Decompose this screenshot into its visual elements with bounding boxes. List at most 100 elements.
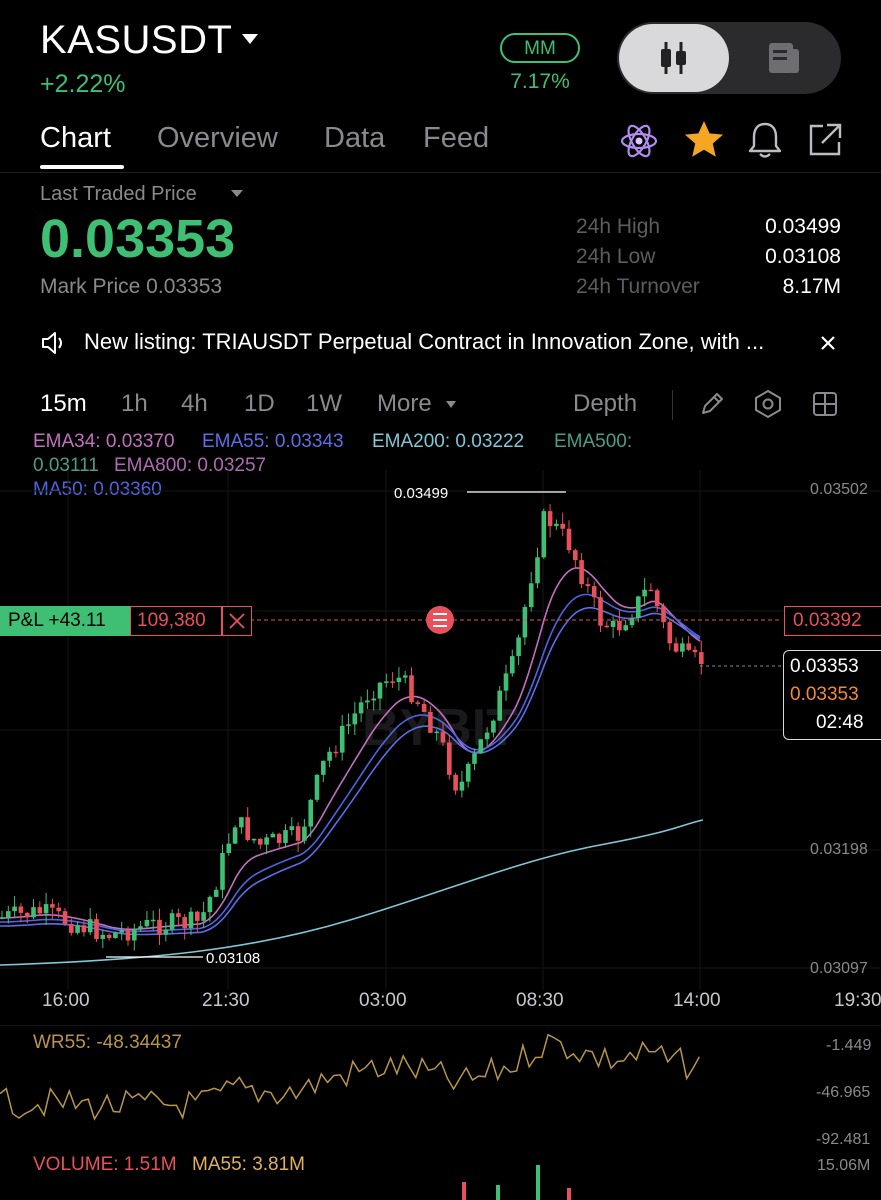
interval-4h[interactable]: 4h bbox=[181, 390, 208, 417]
alert-bell-icon[interactable] bbox=[745, 119, 785, 161]
share-icon[interactable] bbox=[805, 120, 845, 160]
candle-body bbox=[510, 656, 515, 674]
more-caret-icon bbox=[446, 401, 456, 408]
candle-body bbox=[207, 896, 213, 913]
layout-grid-icon[interactable] bbox=[811, 390, 839, 418]
interval-1d[interactable]: 1D bbox=[244, 390, 275, 417]
candle-body bbox=[333, 751, 339, 754]
wr-tick-1: -1.449 bbox=[826, 1037, 872, 1054]
candle-body bbox=[62, 911, 68, 924]
stat-low-label: 24h Low bbox=[576, 245, 656, 268]
volume-bar bbox=[496, 1185, 500, 1200]
candle-body bbox=[591, 586, 597, 598]
tab-data[interactable]: Data bbox=[324, 122, 386, 154]
candle-body bbox=[276, 833, 282, 843]
candle-body bbox=[18, 906, 24, 913]
candle-body bbox=[31, 907, 36, 918]
candle-body bbox=[321, 760, 326, 775]
candle-body bbox=[113, 932, 118, 939]
candle-body bbox=[69, 923, 74, 933]
candle-body bbox=[365, 700, 370, 703]
candle-body bbox=[226, 843, 232, 854]
candle-body bbox=[598, 597, 603, 626]
volume-ma-legend: MA55: 3.81M bbox=[192, 1154, 305, 1175]
candle-body bbox=[24, 912, 30, 918]
main-tabs: Chart Overview Data Feed bbox=[0, 122, 600, 162]
price-tick-2: 0.03198 bbox=[810, 841, 868, 858]
candle-body bbox=[346, 724, 351, 726]
candle-body bbox=[144, 919, 150, 927]
close-position-icon[interactable] bbox=[222, 606, 252, 636]
announcement-text[interactable]: New listing: TRIAUSDT Perpetual Contract… bbox=[84, 329, 765, 354]
candle-body bbox=[258, 838, 263, 845]
candle-body bbox=[264, 837, 269, 845]
candle-body bbox=[295, 826, 301, 841]
volume-bar bbox=[567, 1188, 571, 1200]
candle-body bbox=[384, 681, 389, 683]
candle-body bbox=[699, 652, 704, 665]
mm-badge[interactable]: MM bbox=[500, 33, 580, 63]
candle-body bbox=[409, 675, 414, 703]
settings-hex-icon[interactable] bbox=[753, 389, 783, 419]
favorite-star-icon[interactable] bbox=[682, 118, 726, 162]
interval-more[interactable]: More bbox=[377, 390, 432, 417]
candle-body bbox=[119, 930, 124, 933]
symbol-dropdown-icon[interactable] bbox=[242, 34, 258, 44]
candle-body bbox=[358, 702, 364, 714]
candle-body bbox=[251, 838, 257, 841]
time-tick-1: 16:00 bbox=[42, 990, 90, 1011]
price-type-dropdown-icon[interactable] bbox=[231, 190, 243, 197]
candle-body bbox=[37, 907, 43, 914]
candlestick-view-button[interactable] bbox=[619, 24, 729, 92]
volume-chart bbox=[462, 1165, 571, 1200]
tab-overview[interactable]: Overview bbox=[157, 122, 278, 154]
candle-body bbox=[94, 919, 99, 939]
candle-body bbox=[43, 904, 49, 914]
price-chart[interactable]: BYBIT 0.03499 0.03108 bbox=[0, 470, 881, 1030]
close-icon[interactable] bbox=[818, 333, 838, 353]
candlestick-icon bbox=[661, 42, 686, 74]
panel-divider bbox=[0, 1025, 881, 1026]
candle-body bbox=[390, 681, 395, 683]
candle-body bbox=[132, 928, 137, 941]
candle-body bbox=[87, 919, 93, 933]
candle-body bbox=[371, 698, 376, 701]
candle-body bbox=[503, 673, 509, 691]
position-qty-tag[interactable]: 109,380 bbox=[130, 606, 222, 636]
candle-body bbox=[434, 731, 439, 734]
depth-button[interactable]: Depth bbox=[573, 390, 638, 417]
candle-body bbox=[182, 917, 187, 929]
candle-body bbox=[541, 511, 547, 558]
draw-pencil-icon[interactable] bbox=[698, 390, 726, 418]
candle-body bbox=[100, 934, 106, 939]
candle-body bbox=[75, 925, 80, 933]
legend-ema55: EMA55: 0.03343 bbox=[202, 431, 344, 452]
candle-body bbox=[617, 620, 622, 631]
interval-15m[interactable]: 15m bbox=[40, 390, 87, 417]
tab-feed[interactable]: Feed bbox=[423, 122, 490, 154]
header-divider bbox=[0, 172, 881, 173]
candle-body bbox=[692, 649, 698, 653]
legend-ma50: MA50: 0.03360 bbox=[33, 479, 162, 500]
candle-body bbox=[636, 596, 641, 619]
tab-chart[interactable]: Chart bbox=[40, 122, 111, 154]
time-tick-2: 21:30 bbox=[202, 990, 250, 1011]
candle-body bbox=[478, 739, 484, 754]
interval-1h[interactable]: 1h bbox=[121, 390, 148, 417]
candle-body bbox=[642, 589, 647, 597]
interval-1w[interactable]: 1W bbox=[306, 390, 342, 417]
time-tick-5: 14:00 bbox=[673, 990, 721, 1011]
candle-body bbox=[302, 826, 307, 841]
info-view-button[interactable] bbox=[729, 24, 839, 92]
symbol-title[interactable]: KASUSDT bbox=[40, 18, 233, 62]
last-traded-price-label[interactable]: Last Traded Price bbox=[40, 183, 197, 205]
high-marker-label: 0.03499 bbox=[394, 485, 448, 502]
document-icon bbox=[769, 43, 799, 73]
price-change-percent: +2.22% bbox=[40, 70, 126, 98]
candle-body bbox=[415, 702, 421, 704]
legend-ema500: EMA500: bbox=[554, 431, 633, 452]
candle-body bbox=[497, 690, 502, 721]
pnl-tag[interactable]: P&L +43.11 bbox=[0, 606, 130, 636]
ai-atom-icon[interactable] bbox=[618, 120, 660, 162]
candle-body bbox=[106, 934, 112, 939]
